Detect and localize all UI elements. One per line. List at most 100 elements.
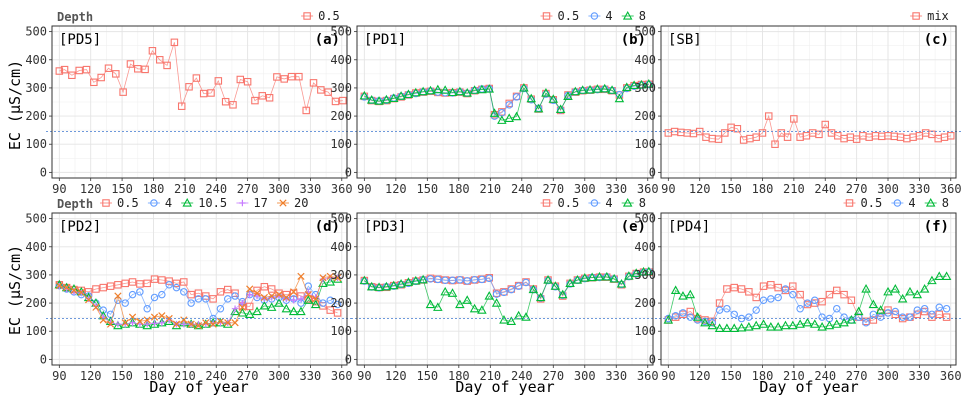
panel-letter: (e)	[621, 219, 646, 235]
data-point	[477, 84, 487, 94]
data-point	[585, 84, 595, 94]
legend-item: 4	[891, 196, 916, 210]
x-tick-label: 330	[300, 182, 322, 196]
data-point	[840, 290, 848, 299]
x-tick-label: 90	[52, 369, 66, 383]
panel-b: 90 120 150 180 210 240 270 300 330 360 0 100 200 300 4…	[330, 25, 659, 196]
panel-border	[51, 212, 348, 366]
data-point	[883, 286, 893, 296]
x-tick-label: 90	[357, 182, 371, 196]
data-point	[121, 279, 129, 288]
data-point	[411, 87, 421, 97]
data-point	[333, 274, 342, 282]
data-point	[311, 295, 320, 303]
data-point	[252, 306, 262, 316]
legend-key-marker	[542, 199, 551, 207]
x-tick-label: 240	[205, 182, 227, 196]
y-tick-label: 200	[25, 109, 47, 123]
data-point	[172, 283, 181, 292]
data-point	[815, 130, 823, 139]
y-tick-label: 300	[634, 81, 656, 95]
data-point	[297, 272, 305, 280]
y-tick-label: 500	[330, 25, 352, 39]
y-tick-label: 200	[634, 296, 656, 310]
data-point	[84, 296, 93, 304]
data-point	[707, 320, 718, 330]
legend-item: 4	[588, 9, 613, 23]
legend-label: mix	[927, 9, 949, 23]
data-point	[796, 304, 804, 313]
x-tick-label: 180	[752, 369, 774, 383]
x-tick-label: 240	[814, 182, 836, 196]
x-tick-label: 360	[940, 369, 962, 383]
data-point	[359, 90, 370, 100]
data-point	[499, 314, 509, 324]
data-point	[280, 75, 288, 83]
data-point	[447, 288, 458, 297]
series-line-e-2	[364, 271, 649, 322]
data-point	[565, 278, 575, 287]
data-point	[70, 286, 78, 295]
data-point	[572, 275, 583, 284]
data-point	[92, 303, 100, 311]
legend-item: 0.5	[540, 196, 579, 210]
data-point	[238, 303, 247, 311]
x-tick-label: 300	[268, 369, 290, 383]
data-point	[326, 306, 335, 314]
data-point	[579, 273, 590, 282]
series-points-d-4	[55, 272, 342, 330]
x-tick-label: 240	[511, 182, 533, 196]
data-point	[913, 310, 922, 319]
data-point	[99, 283, 108, 292]
x-tick-label: 90	[52, 182, 66, 196]
data-point	[557, 289, 568, 299]
data-point	[788, 320, 798, 330]
y-tick-label: 300	[330, 81, 352, 95]
data-point	[766, 322, 776, 331]
data-point	[180, 316, 188, 324]
y-tick-label: 300	[330, 268, 352, 282]
legend-key-marker	[622, 198, 633, 207]
legend-item: 8	[621, 9, 646, 23]
data-point	[876, 313, 885, 321]
panel-d: 90 120 150 180 210 240 270 300 330 360 0 100 200 300 4…	[25, 212, 353, 383]
x-tick-label: 300	[574, 182, 596, 196]
data-point	[942, 304, 951, 313]
data-point	[692, 312, 703, 321]
data-point	[759, 282, 768, 290]
x-tick-label: 360	[637, 182, 659, 196]
data-point	[890, 284, 901, 293]
data-point	[366, 95, 377, 104]
data-point	[304, 291, 312, 299]
x-tick-label: 270	[542, 182, 564, 196]
x-tick-label: 120	[385, 369, 407, 383]
data-point	[82, 65, 91, 74]
data-point	[555, 104, 566, 113]
x-tick-label: 300	[574, 369, 596, 383]
data-point	[259, 300, 270, 310]
data-point	[729, 323, 740, 333]
data-point	[774, 283, 782, 292]
data-point	[303, 295, 314, 304]
data-point	[752, 133, 760, 141]
data-point	[434, 275, 442, 284]
data-point	[440, 85, 450, 94]
data-point	[309, 79, 318, 87]
panel-tag: [PD3]	[364, 219, 406, 235]
data-point	[287, 72, 296, 81]
data-point	[751, 320, 761, 330]
data-point	[426, 275, 435, 283]
data-point	[290, 288, 298, 296]
data-point	[158, 290, 166, 299]
x-tick-label: 360	[331, 182, 353, 196]
data-point	[526, 93, 537, 103]
data-point	[906, 313, 914, 321]
data-point	[678, 291, 688, 300]
data-point	[733, 124, 742, 133]
data-point	[326, 296, 335, 305]
data-point	[237, 307, 248, 317]
data-point	[686, 313, 695, 321]
x-tick-label: 150	[111, 182, 133, 196]
legend-title: Depth	[57, 197, 93, 211]
data-point	[236, 75, 245, 84]
